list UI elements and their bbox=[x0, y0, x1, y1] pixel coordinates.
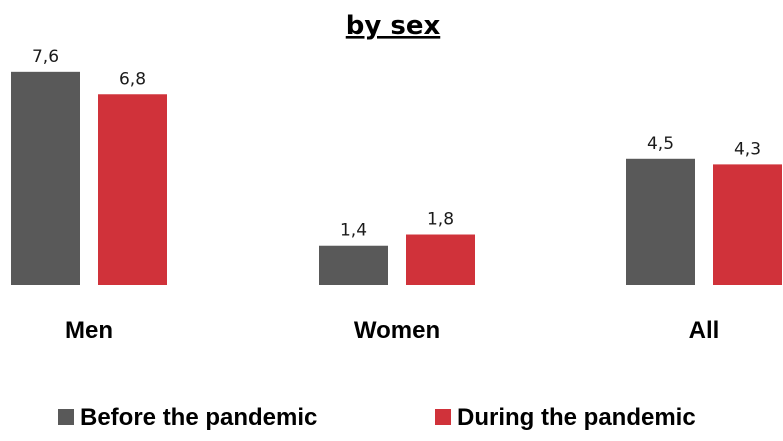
value-label-all-before-the-pandemic: 4,5 bbox=[647, 134, 674, 154]
bar-all-before-the-pandemic bbox=[626, 158, 695, 285]
value-label-women-during-the-pandemic: 1,8 bbox=[427, 210, 454, 230]
category-label-men: Men bbox=[65, 317, 113, 344]
value-label-women-before-the-pandemic: 1,4 bbox=[340, 221, 367, 241]
bar-men-before-the-pandemic bbox=[11, 71, 80, 285]
bar-all-during-the-pandemic bbox=[713, 164, 782, 285]
bar-women-before-the-pandemic bbox=[319, 245, 388, 285]
legend-swatch-during-the-pandemic bbox=[435, 409, 451, 425]
category-label-all: All bbox=[689, 317, 720, 344]
legend-swatch-before-the-pandemic bbox=[58, 409, 74, 425]
bars-layer bbox=[11, 71, 782, 285]
bar-men-during-the-pandemic bbox=[98, 94, 167, 285]
bar-women-during-the-pandemic bbox=[406, 234, 475, 285]
value-label-all-during-the-pandemic: 4,3 bbox=[734, 139, 761, 159]
category-labels-layer: Men Women All bbox=[65, 317, 719, 344]
legend-label-before-the-pandemic: Before the pandemic bbox=[80, 404, 317, 431]
chart-title: by sex bbox=[346, 11, 441, 41]
legend-label-during-the-pandemic: During the pandemic bbox=[457, 404, 696, 431]
value-label-men-before-the-pandemic: 7,6 bbox=[32, 47, 59, 67]
value-label-men-during-the-pandemic: 6,8 bbox=[119, 69, 146, 89]
value-labels-layer: 7,6 6,8 1,4 1,8 4,5 4,3 bbox=[32, 47, 761, 241]
legend: Before the pandemic During the pandemic bbox=[58, 404, 696, 431]
category-label-women: Women bbox=[354, 317, 440, 344]
